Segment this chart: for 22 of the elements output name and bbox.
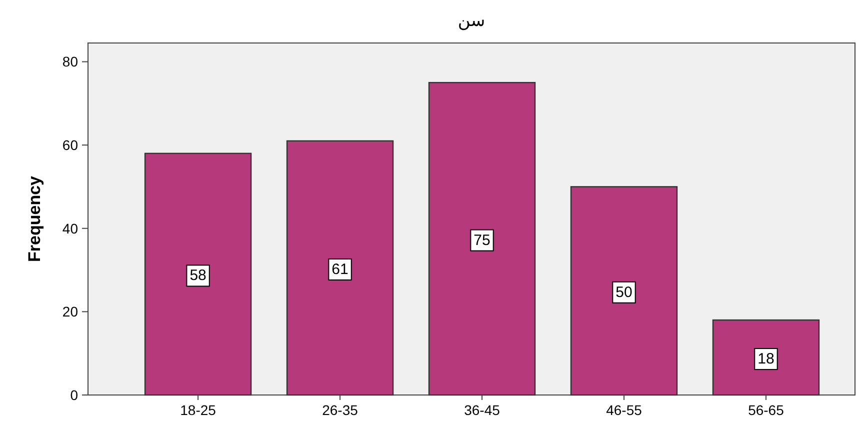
bar xyxy=(286,140,394,396)
x-tick-label: 36-45 xyxy=(464,402,500,418)
data-label: 18 xyxy=(758,350,774,368)
y-tick-label: 0 xyxy=(70,387,78,403)
x-tick-label: 18-25 xyxy=(180,402,216,418)
chart-title: سن xyxy=(458,11,486,31)
bar xyxy=(570,186,678,396)
bar xyxy=(144,152,252,396)
x-tick-label: 26-35 xyxy=(322,402,358,418)
data-label: 61 xyxy=(332,260,348,278)
y-tick-label: 40 xyxy=(62,220,78,236)
x-tick-label: 46-55 xyxy=(606,402,642,418)
y-axis-title: Frequency xyxy=(25,175,44,262)
data-label: 50 xyxy=(616,284,632,301)
data-label: 58 xyxy=(190,267,206,284)
bar xyxy=(428,82,536,396)
y-tick-label: 80 xyxy=(62,54,78,70)
bar xyxy=(712,319,820,396)
x-tick-label: 56-65 xyxy=(748,402,784,418)
y-tick-label: 60 xyxy=(62,137,78,154)
y-tick-label: 20 xyxy=(62,304,78,320)
data-label: 75 xyxy=(474,232,490,249)
